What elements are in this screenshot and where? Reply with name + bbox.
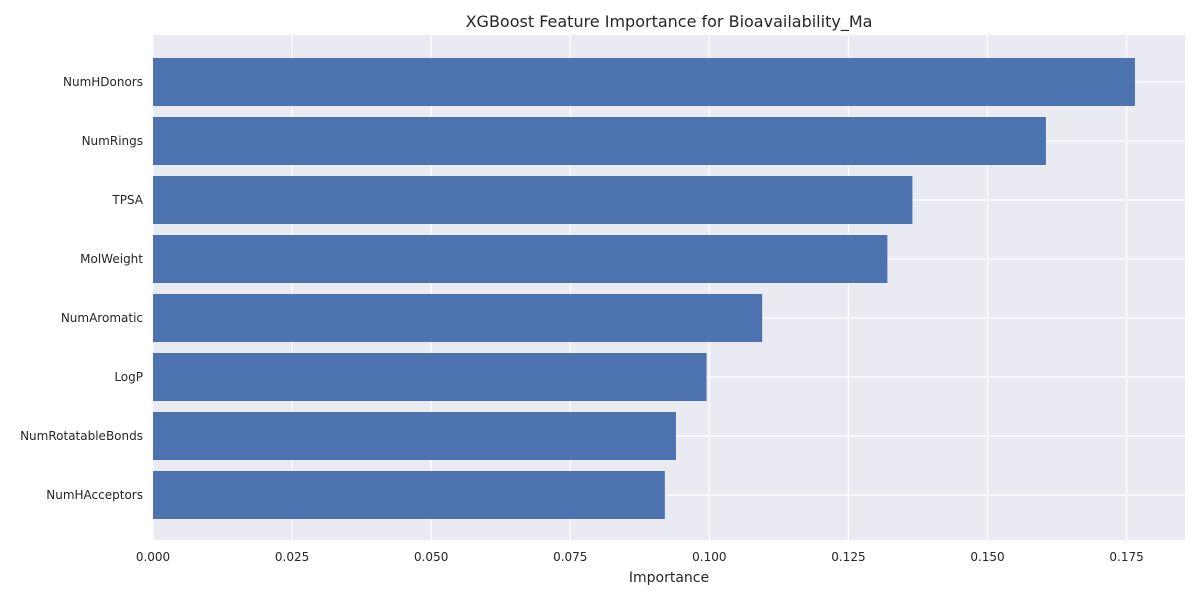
x-tick-labels: 0.000 0.025 0.050 0.075 0.100 0.125 0.150 0.175 — [136, 550, 1144, 564]
x-tick-label: 0.175 — [1109, 550, 1143, 564]
bar-numhdonors — [153, 58, 1135, 106]
x-tick-label: 0.025 — [275, 550, 309, 564]
x-tick-label: 0.150 — [970, 550, 1004, 564]
x-tick-label: 0.050 — [414, 550, 448, 564]
bar-numrotatablebonds — [153, 412, 676, 460]
x-tick-label: 0.100 — [692, 550, 726, 564]
bar-tpsa — [153, 176, 913, 224]
bar-molweight — [153, 235, 888, 283]
x-tick-label: 0.000 — [136, 550, 170, 564]
y-tick-label: TPSA — [111, 193, 143, 207]
y-tick-label: LogP — [114, 370, 143, 384]
y-tick-label: NumRotatableBonds — [20, 429, 143, 443]
y-tick-labels: NumHDonors NumRings TPSA MolWeight NumAromat… — [20, 75, 144, 502]
bar-numaromatic — [153, 294, 763, 342]
plot-area — [153, 35, 1185, 540]
y-tick-label: NumHAcceptors — [46, 488, 143, 502]
bar-logp — [153, 353, 707, 401]
bar-numrings — [153, 117, 1046, 165]
bar-numhacceptors — [153, 471, 665, 519]
y-tick-label: MolWeight — [80, 252, 143, 266]
x-axis-label: Importance — [629, 570, 709, 586]
bars — [153, 58, 1135, 519]
y-tick-label: NumAromatic — [61, 311, 143, 325]
chart-title: XGBoost Feature Importance for Bioavaila… — [466, 12, 873, 32]
x-tick-label: 0.075 — [553, 550, 587, 564]
y-tick-label: NumRings — [82, 134, 143, 148]
y-tick-label: NumHDonors — [63, 75, 143, 89]
x-tick-label: 0.125 — [831, 550, 865, 564]
